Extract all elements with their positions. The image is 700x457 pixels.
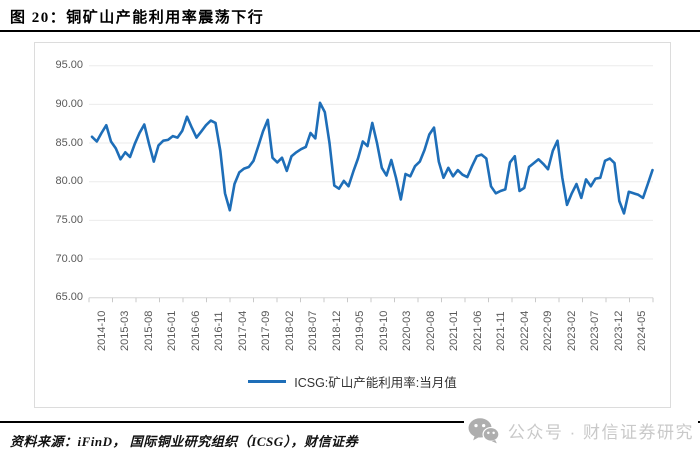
x-axis-label: 2019-10 [377,310,390,351]
x-axis-label: 2019-05 [354,310,366,351]
x-axis-label: 2015-03 [119,310,131,351]
y-axis-label: 95.00 [55,59,83,72]
legend-line-swatch [248,380,287,383]
x-axis-label: 2018-12 [330,310,343,351]
source-rule [0,421,700,423]
x-axis-label: 2021-01 [448,310,460,351]
x-axis-label: 2020-08 [424,310,437,351]
x-axis-label: 2024-05 [636,310,648,351]
x-axis-label: 2023-07 [589,310,601,351]
y-axis-label: 80.00 [55,175,83,188]
y-axis-label: 70.00 [55,252,83,265]
title-rule [0,30,700,32]
x-axis-label: 2017-09 [260,310,272,351]
watermark: 公众号 · 财信证券研究 [463,412,698,449]
wechat-icon [468,418,499,444]
x-axis-label: 2014-10 [95,310,108,351]
legend-label: ICSG:矿山产能利用率:当月值 [294,376,457,390]
y-axis-label: 65.00 [55,291,83,304]
source-note: 资料来源：iFinD， 国际铜业研究组织（ICSG），财信证券 [10,434,359,449]
x-axis-label: 2021-06 [471,310,484,351]
series-line [90,101,654,215]
x-axis-label: 2018-07 [307,310,319,351]
x-axis-label: 2015-08 [142,310,155,351]
x-axis-label: 2023-12 [612,310,625,351]
x-axis-label: 2016-06 [189,310,202,351]
x-axis-label: 2023-02 [565,310,578,351]
x-axis-label: 2021-11 [495,311,507,351]
x-axis-label: 2016-11 [213,311,225,351]
x-axis-label: 2020-03 [401,310,413,351]
plot-svg [88,65,654,303]
y-axis-label: 75.00 [55,213,83,226]
y-axis-label: 85.00 [55,136,83,149]
x-axis-label: 2022-04 [518,310,531,351]
x-axis-label: 2018-02 [283,310,296,351]
x-axis-label: 2017-04 [236,310,249,351]
x-axis-label: 2022-09 [542,310,554,351]
watermark-text: 公众号 · 财信证券研究 [507,423,694,442]
chart-frame: 95.00 90.00 85.00 80.00 75.00 70.00 65.00 2014… [34,42,671,408]
y-axis-label: 90.00 [55,97,83,110]
legend: ICSG:矿山产能利用率:当月值 [35,372,670,391]
x-axis-label: 2016-01 [166,310,178,351]
figure-title: 图 20：铜矿山产能利用率震荡下行 [10,10,265,26]
